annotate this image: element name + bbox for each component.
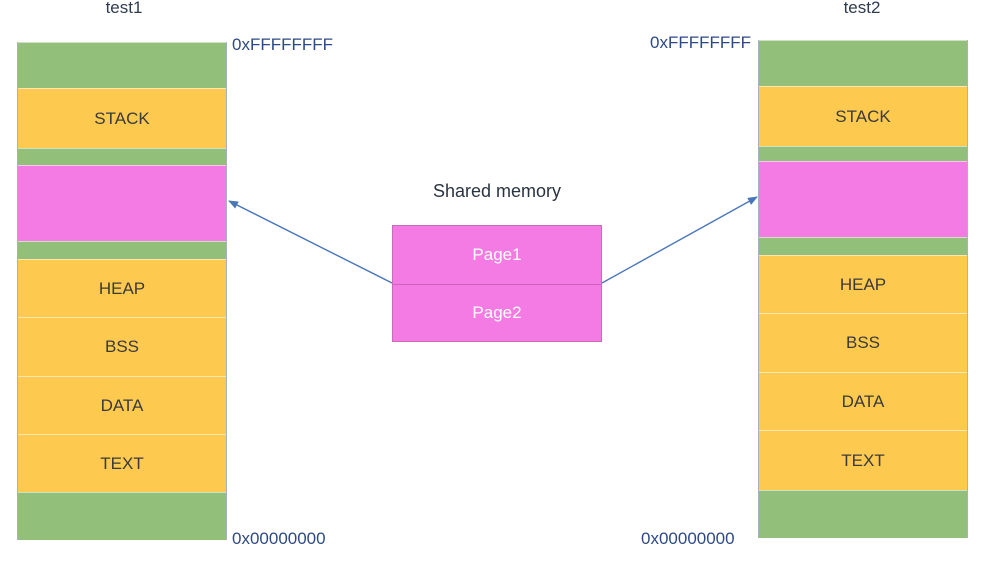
segment-gap	[18, 148, 226, 165]
shared-page-2: Page2	[472, 303, 522, 322]
shared-page-1: Page1	[393, 226, 601, 285]
process-title-test1: test1	[105, 0, 143, 17]
segment-text: TEXT	[18, 434, 226, 492]
segment-shared-mapping	[18, 165, 226, 241]
arrow-to-test2	[601, 196, 758, 284]
bottom-address-test1: 0x00000000	[232, 529, 326, 548]
segment-unused-bottom	[18, 492, 226, 540]
segment-unused-top	[18, 42, 226, 88]
segment-stack: STACK	[18, 88, 226, 148]
top-address-test1: 0xFFFFFFFF	[232, 35, 334, 54]
top-address-test2: 0xFFFFFFFF	[650, 33, 752, 52]
segment-stack: STACK	[759, 86, 967, 146]
bottom-address-test2: 0x00000000	[641, 529, 735, 548]
segment-heap: HEAP	[18, 259, 226, 317]
process-title-test2: test2	[843, 0, 881, 17]
segment-bss: BSS	[18, 317, 226, 376]
segment-gap	[759, 146, 967, 161]
segment-data: DATA	[18, 376, 226, 434]
address-space-test1: STACK HEAP BSS DATA TEXT	[17, 42, 227, 540]
segment-text: TEXT	[759, 430, 967, 490]
segment-heap: HEAP	[759, 255, 967, 313]
address-space-test2: STACK HEAP BSS DATA TEXT	[758, 40, 968, 538]
segment-data: DATA	[759, 372, 967, 430]
segment-unused-bottom	[759, 490, 967, 538]
segment-bss: BSS	[759, 313, 967, 372]
segment-gap	[18, 241, 226, 259]
segment-gap	[759, 237, 967, 255]
segment-unused-top	[759, 40, 967, 86]
shared-memory-block: Page1 Page2	[392, 225, 602, 342]
segment-shared-mapping	[759, 161, 967, 237]
shared-memory-title: Shared memory	[432, 181, 562, 201]
arrow-to-test1	[228, 200, 393, 284]
